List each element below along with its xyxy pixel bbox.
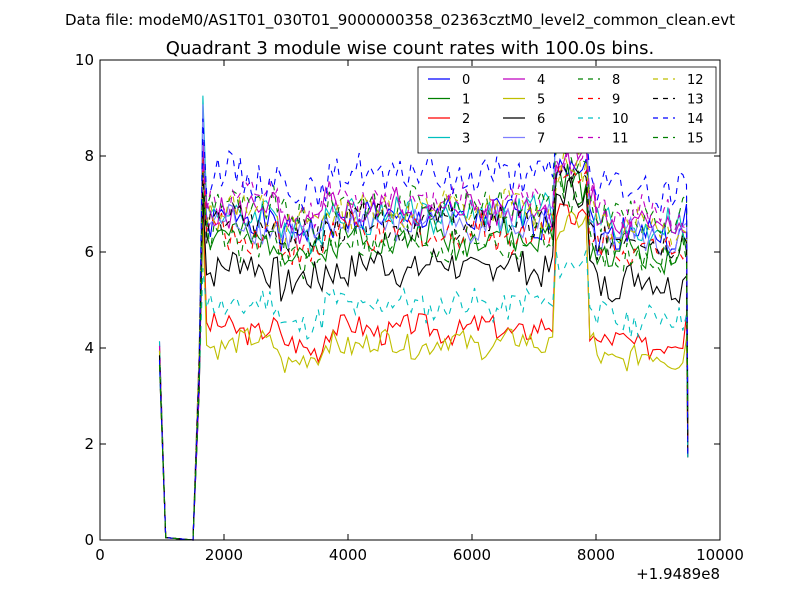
legend-label-8: 8	[612, 73, 620, 88]
y-tick-label: 2	[84, 435, 94, 453]
x-tick-label: 8000	[577, 546, 615, 564]
chart-suptitle: Data file: modeM0/AS1T01_030T01_90000003…	[65, 11, 735, 30]
y-tick-label: 0	[84, 531, 94, 549]
legend-label-4: 4	[537, 73, 545, 88]
series-line-8	[158, 147, 689, 541]
series-line-1	[158, 164, 689, 541]
legend-label-11: 11	[612, 132, 629, 147]
series-line-11	[158, 139, 689, 541]
series-line-12	[158, 151, 689, 541]
series-line-3	[158, 95, 689, 541]
legend-label-2: 2	[462, 112, 470, 127]
plot-frame	[99, 59, 721, 541]
x-tick-label: 2000	[205, 546, 243, 564]
series-line-5	[158, 210, 689, 541]
series-line-7	[158, 94, 689, 541]
series-line-2	[158, 202, 689, 541]
y-tick-label: 4	[84, 339, 94, 357]
plot-area	[158, 94, 689, 541]
chart-title: Quadrant 3 module wise count rates with …	[166, 38, 655, 59]
legend-label-10: 10	[612, 112, 629, 127]
y-tick-label: 6	[84, 243, 94, 261]
series-line-6	[158, 175, 689, 541]
series-line-14	[158, 118, 689, 541]
legend-label-7: 7	[537, 132, 545, 147]
legend-label-15: 15	[687, 132, 704, 147]
x-tick-label: 6000	[453, 546, 491, 564]
legend-label-0: 0	[462, 73, 470, 88]
series-line-15	[158, 177, 689, 541]
y-tick-label: 10	[75, 51, 94, 69]
x-tick-label: 10000	[696, 546, 744, 564]
legend-label-3: 3	[462, 132, 470, 147]
x-offset-label: +1.9489e8	[636, 565, 720, 583]
legend-label-12: 12	[687, 73, 704, 88]
legend-box	[417, 66, 717, 154]
series-line-13	[158, 164, 689, 541]
legend-label-6: 6	[537, 112, 545, 127]
legend-label-5: 5	[537, 93, 545, 108]
y-tick-label: 8	[84, 147, 94, 165]
legend-label-13: 13	[687, 93, 704, 108]
legend-label-9: 9	[612, 93, 620, 108]
x-tick-label: 4000	[329, 546, 367, 564]
legend-label-1: 1	[462, 93, 470, 108]
x-axis: 0 2000 4000 6000 8000 10000	[95, 60, 744, 564]
legend-label-14: 14	[687, 112, 704, 127]
x-tick-label: 0	[95, 546, 105, 564]
series-line-10	[158, 250, 689, 541]
